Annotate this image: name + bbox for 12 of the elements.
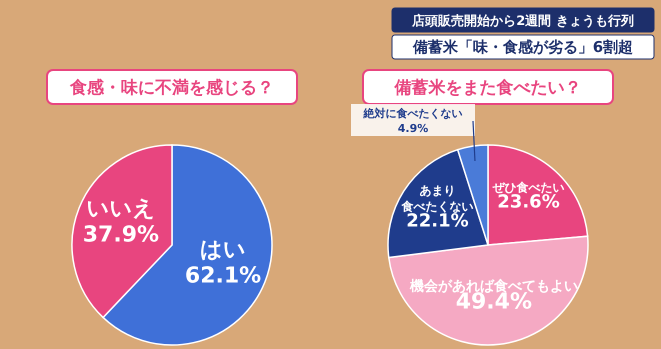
- text: 備蓄米「味・食感が劣る」6割超: [412, 38, 634, 56]
- slice-label: ぜひ食べたい: [492, 180, 565, 195]
- slice-label: あまり食べたくない: [400, 184, 474, 214]
- data-label: 4.9%: [398, 122, 428, 135]
- data-label: 37.9%: [82, 222, 160, 248]
- slice-label: いいえ: [86, 196, 156, 222]
- chart-title: 食感・味に不満を感じる？: [69, 78, 274, 98]
- slice-label: 絶対に食べたくない: [362, 107, 462, 120]
- slice-label: はい: [200, 237, 246, 262]
- chart-title: 備蓄米をまた食べたい？: [394, 78, 582, 98]
- data-label: 62.1%: [184, 263, 262, 288]
- text: 店頭販売開始から2週間 きょうも行列: [411, 13, 634, 29]
